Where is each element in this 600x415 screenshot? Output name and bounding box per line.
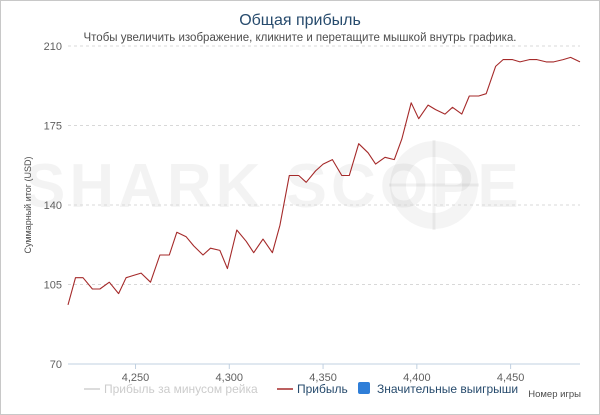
- y-tick-label-0: 70: [50, 359, 62, 371]
- y-tick-label-1: 105: [44, 280, 62, 292]
- series-line-profit[interactable]: [67, 56, 581, 306]
- series-layer: [67, 56, 581, 306]
- x-tick-label-1: 4,300: [216, 372, 244, 384]
- legend-item-label-2[interactable]: Значительные выигрыши: [377, 382, 518, 396]
- grid-lines: [68, 45, 580, 365]
- legend: Прибыль за минусом рейка Прибыль Значитель…: [84, 382, 518, 396]
- x-axis-ticks: 4,250 4,300 4,350 4,400 4,450: [122, 364, 525, 384]
- legend-marker-2[interactable]: [358, 382, 370, 394]
- legend-item-label-0[interactable]: Прибыль за минусом рейка: [104, 382, 258, 396]
- x-axis-label: Номер игры: [528, 389, 581, 400]
- x-tick-label-4: 4,450: [497, 372, 525, 384]
- x-tick-label-3: 4,400: [403, 372, 431, 384]
- y-tick-label-4: 210: [44, 41, 62, 53]
- y-tick-label-2: 140: [44, 200, 62, 212]
- legend-item-label-1[interactable]: Прибыль: [297, 382, 348, 396]
- watermark-text: SHARK SCOPE: [24, 152, 523, 221]
- y-axis-label: Суммарный итог (USD): [23, 156, 33, 253]
- y-tick-label-3: 175: [44, 121, 62, 133]
- watermark-scope-icon: [390, 141, 478, 229]
- x-tick-label-2: 4,350: [309, 372, 337, 384]
- chart-title: Общая прибыль: [239, 12, 361, 29]
- sharkscope-watermark: SHARK SCOPE: [24, 140, 523, 230]
- x-tick-label-0: 4,250: [122, 372, 150, 384]
- chart-subtitle: Чтобы увеличить изображение, кликните и …: [84, 32, 517, 44]
- y-axis-ticks: 70 105 140 175 210: [44, 41, 62, 371]
